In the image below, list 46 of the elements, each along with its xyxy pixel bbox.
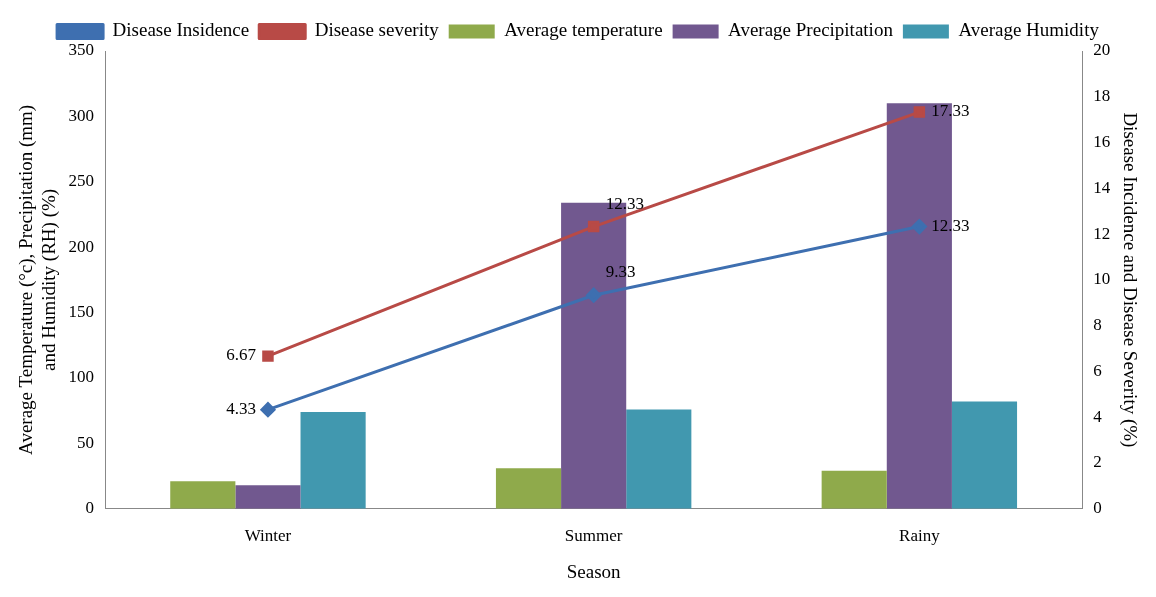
legend-label: Average temperature bbox=[504, 19, 663, 41]
point bbox=[913, 106, 926, 118]
point bbox=[586, 287, 602, 303]
y2-tick-label: 4 bbox=[1093, 406, 1103, 426]
data-label: 4.33 bbox=[226, 398, 256, 418]
y-tick-label: 50 bbox=[77, 432, 95, 452]
y-tick-label: 300 bbox=[68, 105, 95, 125]
y2-tick-label: 2 bbox=[1093, 452, 1102, 472]
y-tick-label: 200 bbox=[68, 236, 95, 256]
bar bbox=[170, 481, 236, 509]
legend-label: Average Precipitation bbox=[728, 19, 894, 41]
x-tick-label: Summer bbox=[564, 526, 623, 546]
y2-tick-label: 14 bbox=[1093, 177, 1111, 197]
point bbox=[911, 219, 927, 235]
y2-tick-label: 20 bbox=[1093, 40, 1111, 60]
point bbox=[587, 220, 600, 233]
y-tick-label: 100 bbox=[68, 367, 95, 387]
bar bbox=[300, 412, 366, 509]
y2-axis-title: Disease Incidence and Disease Severity (%) bbox=[1118, 112, 1141, 448]
y2-tick-label: 16 bbox=[1093, 132, 1111, 152]
x-tick-label: Winter bbox=[244, 526, 292, 546]
legend-label: Average Humidity bbox=[958, 19, 1100, 41]
data-label: 12.33 bbox=[605, 193, 644, 213]
y2-tick-label: 12 bbox=[1093, 223, 1111, 243]
y-axis-title: Average Temperature (°c), Precipitation (mm) and Humidity (RH) (%) bbox=[15, 104, 61, 455]
x-axis-title: Season bbox=[566, 560, 622, 582]
y2-tick-label: 6 bbox=[1093, 360, 1102, 380]
y-tick-label: 250 bbox=[68, 171, 95, 191]
y-tick-label: 350 bbox=[68, 40, 95, 60]
bar bbox=[235, 485, 301, 509]
x-tick-label: Rainy bbox=[899, 526, 941, 546]
bar bbox=[821, 470, 887, 509]
point bbox=[260, 402, 276, 418]
y2-tick-label: 18 bbox=[1093, 86, 1111, 106]
bar bbox=[951, 401, 1018, 509]
data-label: 6.67 bbox=[226, 345, 257, 365]
point bbox=[262, 350, 274, 362]
y2-tick-label: 8 bbox=[1093, 315, 1102, 335]
legend-label: Disease Insidence bbox=[112, 19, 250, 41]
bar bbox=[495, 468, 562, 509]
y-tick-label: 0 bbox=[85, 498, 95, 518]
bar bbox=[626, 409, 692, 509]
legend-label: Disease severity bbox=[314, 19, 440, 41]
y-tick-label: 150 bbox=[68, 302, 95, 322]
y2-tick-label: 0 bbox=[1093, 498, 1102, 518]
y2-tick-label: 10 bbox=[1093, 269, 1111, 289]
